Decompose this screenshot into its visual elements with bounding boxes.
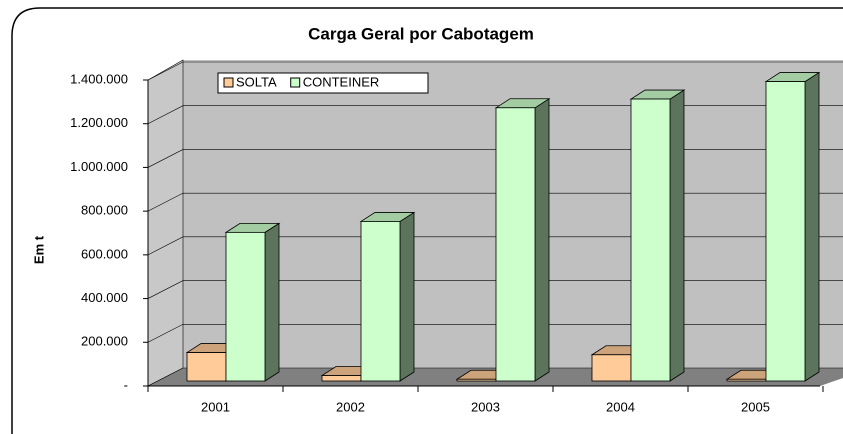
bar-side (264, 222, 280, 382)
grid-line (147, 280, 843, 299)
y-tick-label: 800.000 (81, 203, 128, 218)
legend: SOLTA CONTEINER (217, 72, 429, 94)
bar (456, 378, 497, 382)
bar (186, 352, 227, 382)
grid-line (147, 149, 843, 168)
x-tick-label: 2005 (741, 399, 770, 414)
bar (495, 107, 536, 382)
bar (726, 378, 767, 382)
bar-side (534, 98, 550, 382)
bar (765, 81, 806, 382)
legend-label: CONTEINER (303, 74, 380, 89)
side-wall (147, 59, 184, 387)
y-axis-label: Em t (31, 235, 46, 264)
grid-line (147, 236, 843, 256)
grid-line (147, 192, 843, 212)
grid-line (147, 105, 843, 124)
bar (321, 375, 362, 382)
y-tick-label: 1.000.000 (70, 159, 128, 174)
chart-border (11, 7, 843, 434)
x-tick-label: 2001 (201, 399, 230, 414)
legend-box (217, 72, 429, 94)
x-tick-label: 2004 (606, 399, 635, 414)
grid-line (147, 61, 843, 81)
bar-side (399, 211, 415, 382)
bar (630, 98, 671, 382)
bar (591, 354, 632, 382)
chart-title: Carga Geral por Cabotagem (308, 24, 534, 43)
bar (225, 231, 266, 382)
y-tick-label: 400.000 (81, 290, 128, 305)
bar-side (669, 89, 685, 382)
y-tick-label: 600.000 (81, 246, 128, 261)
legend-swatch (290, 77, 301, 88)
y-tick-label: 1.400.000 (70, 71, 128, 86)
bars (185, 71, 821, 382)
x-tick-label: 2003 (471, 399, 500, 414)
y-tick-label: 200.000 (81, 334, 128, 349)
grid-line (147, 323, 843, 343)
x-tick-label: 2002 (336, 399, 365, 414)
y-tick-label: - (124, 377, 128, 392)
legend-label: SOLTA (236, 74, 277, 89)
bar (360, 221, 401, 382)
bar-side (804, 71, 820, 382)
legend-swatch (223, 77, 234, 88)
y-tick-label: 1.200.000 (70, 115, 128, 130)
